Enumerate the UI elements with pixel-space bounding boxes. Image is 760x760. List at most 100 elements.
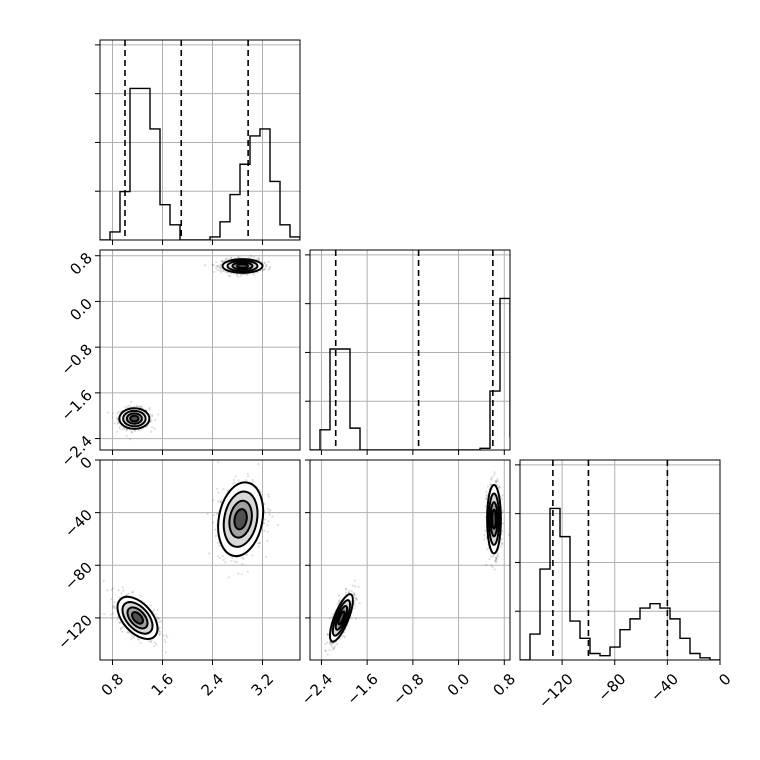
axes-frame bbox=[309, 249, 511, 451]
sample-point bbox=[215, 264, 218, 267]
density-contour bbox=[328, 593, 354, 643]
sample-point bbox=[496, 555, 499, 558]
sample-point bbox=[246, 273, 249, 277]
sample-point bbox=[148, 407, 151, 410]
sample-point bbox=[271, 515, 274, 518]
sample-point bbox=[150, 430, 153, 433]
sample-point bbox=[252, 273, 255, 276]
sample-point bbox=[257, 542, 260, 545]
sample-point bbox=[117, 589, 120, 592]
sample-point bbox=[336, 603, 339, 606]
y-tick-label: 0 bbox=[77, 453, 96, 472]
density-contour bbox=[131, 611, 144, 625]
density-contour bbox=[489, 501, 499, 538]
sample-point bbox=[220, 499, 223, 502]
x-tick-label: −1.6 bbox=[343, 670, 381, 708]
sample-point bbox=[212, 514, 215, 517]
sample-point bbox=[495, 561, 498, 564]
sample-point bbox=[135, 405, 138, 408]
sample-point bbox=[483, 534, 486, 537]
sample-point bbox=[222, 558, 225, 562]
sample-point bbox=[217, 491, 220, 494]
sample-point bbox=[116, 422, 119, 425]
sample-point bbox=[258, 541, 261, 544]
sample-point bbox=[208, 552, 211, 555]
sample-point bbox=[126, 405, 129, 409]
sample-point bbox=[324, 642, 327, 646]
sample-point bbox=[147, 640, 150, 643]
sample-point bbox=[348, 589, 351, 592]
sample-point bbox=[219, 500, 222, 503]
sample-point bbox=[491, 475, 494, 479]
sample-point bbox=[145, 425, 148, 428]
sample-point bbox=[258, 257, 261, 260]
sample-point bbox=[217, 555, 220, 558]
sample-point bbox=[118, 427, 121, 430]
sample-point bbox=[265, 264, 268, 267]
sample-point bbox=[112, 606, 115, 610]
x-tick-label: −80 bbox=[594, 670, 629, 705]
sample-point bbox=[226, 271, 229, 274]
sample-point bbox=[218, 544, 221, 547]
sample-point bbox=[353, 585, 356, 588]
sample-point bbox=[112, 612, 115, 615]
sample-points bbox=[102, 452, 279, 654]
sample-point bbox=[126, 631, 129, 634]
sample-point bbox=[137, 429, 140, 432]
sample-point bbox=[110, 617, 114, 620]
sample-point bbox=[329, 641, 332, 645]
sample-point bbox=[485, 497, 488, 500]
sample-point bbox=[268, 266, 272, 269]
sample-point bbox=[338, 600, 341, 603]
sample-point bbox=[110, 598, 113, 601]
sample-point bbox=[500, 537, 503, 541]
sample-point bbox=[255, 258, 258, 261]
sample-point bbox=[266, 530, 269, 533]
sample-point bbox=[226, 490, 229, 493]
sample-point bbox=[109, 613, 112, 616]
sample-point bbox=[244, 452, 246, 454]
sample-point bbox=[353, 594, 356, 597]
sample-point bbox=[123, 428, 126, 431]
sample-point bbox=[130, 638, 133, 641]
sample-point bbox=[217, 461, 220, 464]
sample-point bbox=[220, 259, 223, 263]
sample-point bbox=[342, 634, 345, 638]
sample-point bbox=[230, 559, 233, 562]
sample-point bbox=[107, 411, 110, 414]
sample-point bbox=[227, 274, 230, 277]
sample-point bbox=[485, 563, 488, 567]
sample-point bbox=[355, 617, 358, 620]
sample-point bbox=[227, 576, 230, 579]
sample-point bbox=[495, 480, 498, 483]
sample-point bbox=[500, 545, 503, 548]
sample-point bbox=[215, 267, 218, 270]
sample-point bbox=[488, 558, 491, 561]
sample-point bbox=[327, 633, 330, 637]
y-tick-label: −80 bbox=[61, 559, 96, 594]
sample-point bbox=[129, 438, 132, 441]
x-tick-label: 0.8 bbox=[489, 670, 519, 700]
sample-point bbox=[139, 641, 142, 644]
sample-point bbox=[258, 542, 261, 545]
sample-point bbox=[267, 493, 270, 496]
sample-point bbox=[219, 269, 222, 272]
sample-point bbox=[251, 478, 254, 481]
sample-point bbox=[500, 497, 503, 500]
sample-point bbox=[110, 588, 113, 591]
sample-point bbox=[219, 263, 222, 266]
sample-point bbox=[246, 472, 249, 475]
sample-point bbox=[337, 601, 340, 604]
sample-point bbox=[350, 590, 353, 593]
density-fill bbox=[132, 612, 143, 624]
sample-point bbox=[221, 269, 224, 272]
density-contour bbox=[118, 407, 151, 430]
sample-point bbox=[116, 618, 119, 621]
sample-point bbox=[154, 418, 157, 422]
y-tick-label: −120 bbox=[54, 611, 96, 653]
sample-point bbox=[493, 473, 496, 476]
sample-point bbox=[245, 479, 248, 482]
sample-point bbox=[112, 604, 116, 607]
sample-point bbox=[212, 499, 215, 502]
sample-point bbox=[269, 509, 272, 512]
